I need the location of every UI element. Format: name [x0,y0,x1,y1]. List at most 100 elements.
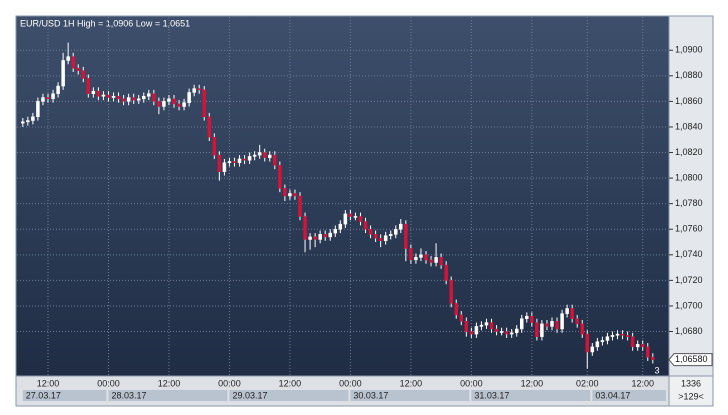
price-axis [668,15,714,377]
candle-body [157,101,161,107]
candle-body [96,90,101,97]
candle-body [504,331,509,335]
date-box [108,390,228,401]
candle-body [378,237,383,241]
candle-body [419,254,423,258]
candle-body [434,257,438,263]
candle-body [444,264,448,281]
x-tick-label: 00:00 [97,378,120,388]
candle-body [328,232,332,238]
candle-body [207,116,212,138]
candle-body [489,322,494,330]
candle-body [353,216,358,218]
x-tick-label: 12:00 [631,378,654,388]
candle-body [651,356,655,360]
candle-body [81,70,86,79]
candle-body [560,313,564,330]
candle-body [76,67,80,71]
date-label: 31.03.17 [474,390,509,400]
candle-body [595,341,600,348]
candle-body [237,158,242,164]
candle-body [232,161,237,164]
candle-body [399,223,403,230]
last-price-marker [668,353,713,367]
candle-body [585,333,590,353]
candle-body [414,257,418,261]
candle-body [303,216,307,240]
candle-body [388,234,393,236]
date-box [592,390,666,401]
candle-body [278,165,282,189]
candle-body [333,228,338,234]
candle-body [26,120,30,123]
candle-body [71,56,75,69]
candle-body [535,322,539,337]
zoom-indicator[interactable]: >129< [678,391,704,401]
candle-body [222,162,227,172]
candle-body [570,308,574,319]
candle-body [197,88,201,91]
candle-body [106,94,111,98]
candle-body [187,92,191,103]
candle-body [514,328,519,334]
status-box [668,375,714,407]
candle-body [202,89,206,117]
candle-body [192,88,196,93]
candle-body [86,78,91,94]
x-tick-label: 12:00 [279,378,302,388]
candle-body [257,152,262,156]
candle-body [358,216,363,222]
candle-body [459,314,464,322]
candle-body [56,85,60,94]
candle-body [404,223,408,249]
candle-body [600,340,605,343]
candle-body [227,161,232,164]
candle-body [338,223,343,230]
y-tick-label: 1,0860 [675,96,703,106]
candle-body [610,335,615,337]
candle-body [474,326,479,335]
candle-body [590,346,595,353]
candle-body [268,154,272,158]
candle-body [630,336,635,348]
candle-body [152,93,156,102]
candle-body [162,101,166,107]
candle-body [273,154,277,166]
date-box [350,390,470,401]
candle-body [61,60,65,87]
candle-body [479,324,484,327]
candle-body [635,344,640,348]
candle-body [116,96,121,100]
candle-body [383,235,388,241]
x-tick-label: 00:00 [218,378,241,388]
candle-body [429,259,433,263]
candle-body [172,98,176,105]
corner-note: 3 [654,365,659,375]
candle-body [131,97,136,101]
candle-body [449,280,453,304]
candle-body [545,323,549,327]
candle-body [565,308,569,314]
candle-body [212,136,217,156]
x-tick-label: 00:00 [339,378,362,388]
date-box [471,390,591,401]
y-tick-label: 1,0820 [675,147,703,157]
candle-body [605,336,610,341]
last-price-label: 1,06580 [675,354,708,364]
candle-body [373,234,378,239]
candle-body [620,333,625,336]
chart-title: EUR/USD 1H High = 1,0906 Low = 1,0651 [20,18,190,28]
candle-body [147,93,151,97]
candle-body [348,213,353,217]
candle-body [66,56,70,61]
candle-body [36,101,40,117]
candle-body [439,257,443,266]
candle-body [111,96,116,98]
x-tick-label: 02:00 [576,378,599,388]
candle-body [494,328,499,332]
candle-body [308,236,312,240]
candle-body [136,98,141,101]
y-tick-label: 1,0680 [675,326,703,336]
candle-body [555,321,559,330]
